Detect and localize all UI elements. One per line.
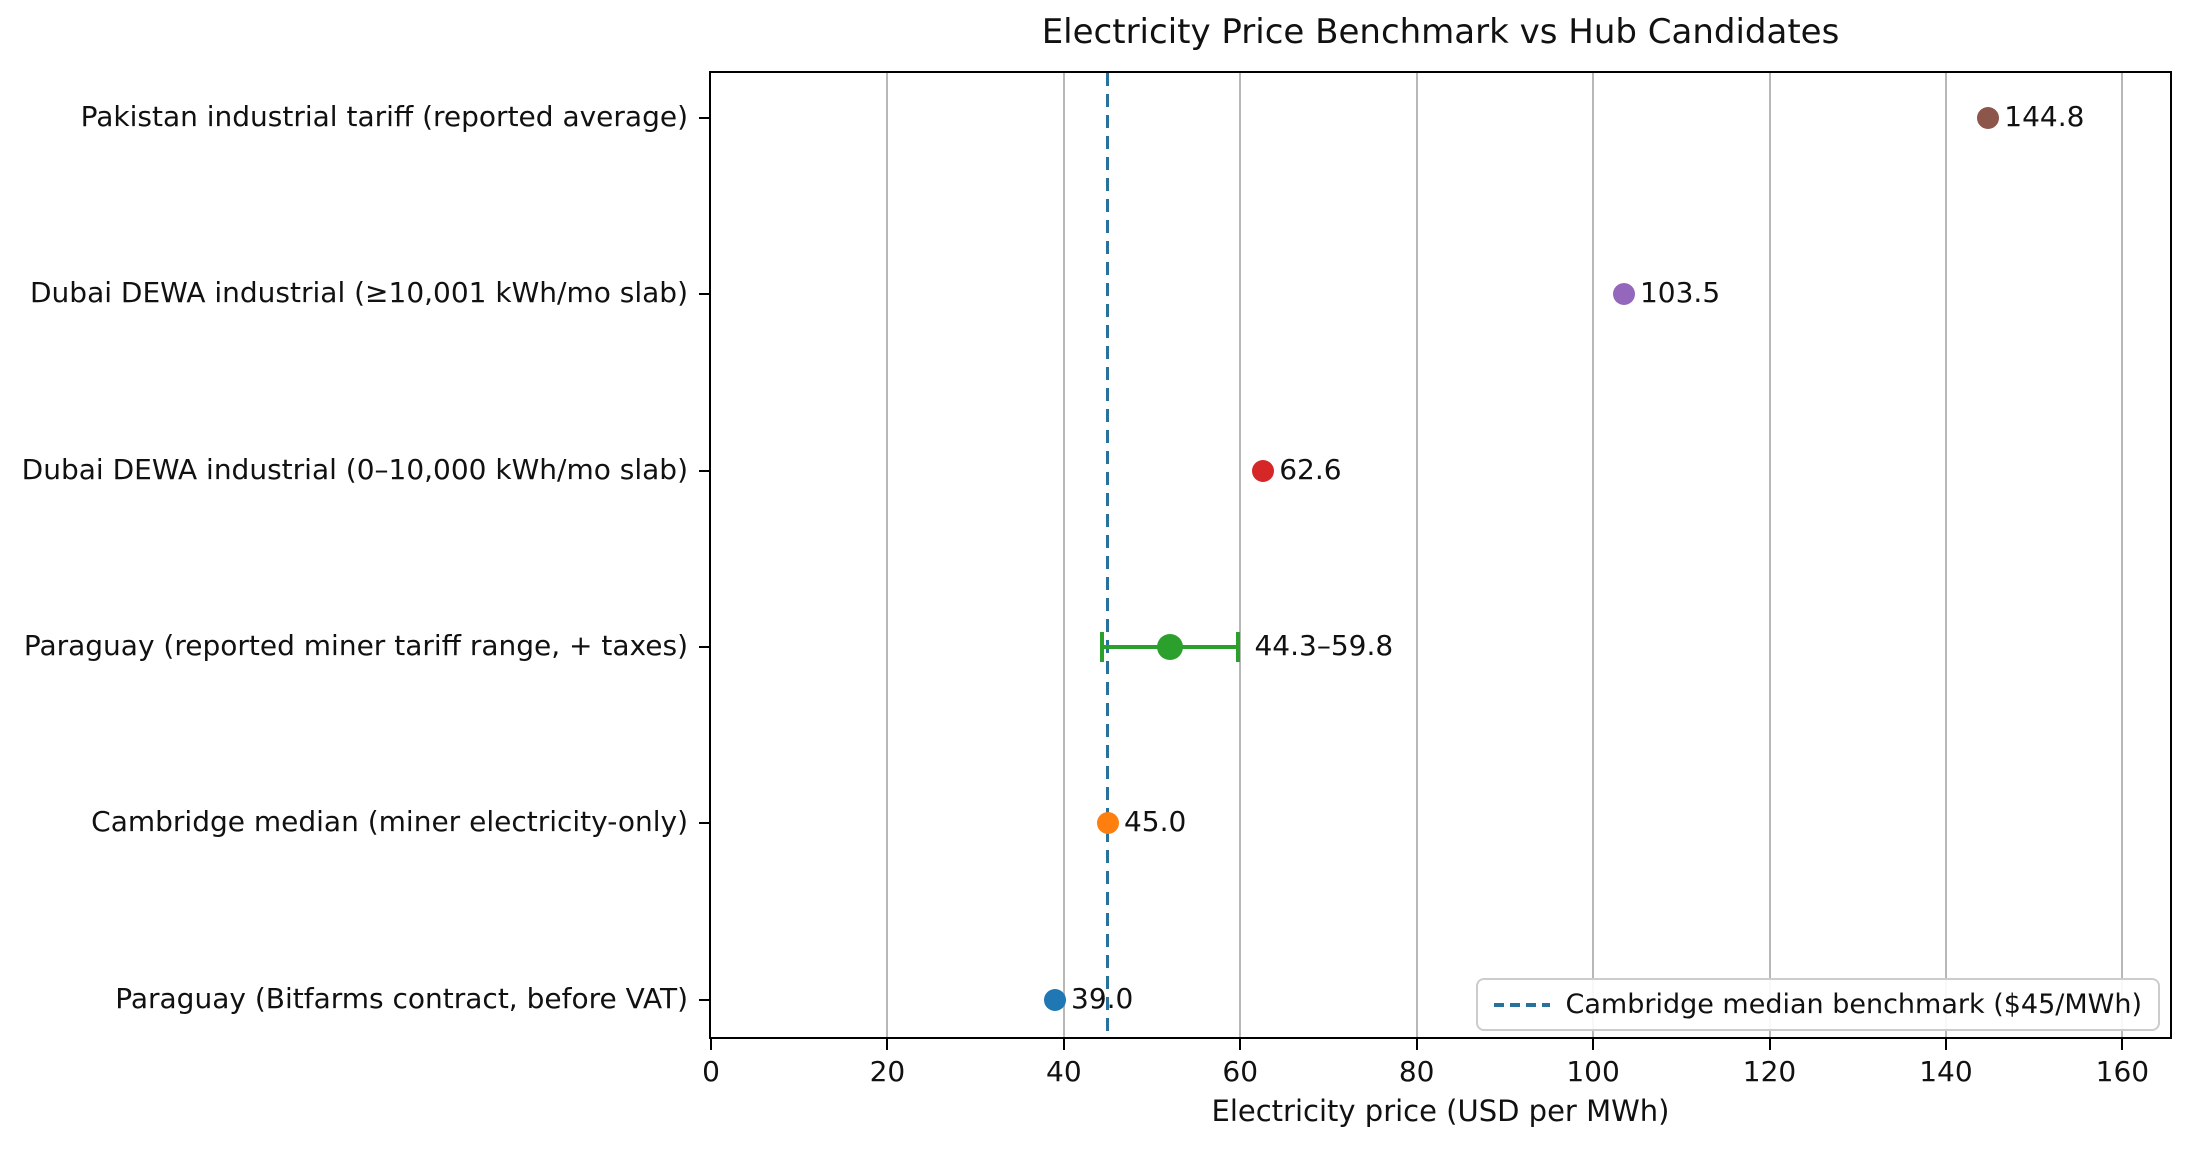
x-axis-tick	[1415, 1039, 1418, 1050]
x-tick-label: 100	[1566, 1055, 1620, 1088]
value-label: 44.3–59.8	[1254, 629, 1394, 663]
legend: Cambridge median benchmark ($45/MWh)	[1475, 978, 2160, 1031]
data-point	[1044, 988, 1067, 1011]
x-tick-label: 160	[2095, 1055, 2150, 1088]
y-axis-tick	[699, 469, 710, 472]
y-axis-tick	[699, 822, 710, 825]
y-axis-label: Dubai DEWA industrial (≥10,001 kWh/mo sl…	[30, 276, 688, 310]
y-axis-label: Cambridge median (miner electricity-only…	[91, 805, 688, 839]
value-label: 45.0	[1123, 805, 1187, 839]
gridline	[1062, 73, 1065, 1037]
x-axis-tick	[2121, 1039, 2124, 1050]
x-axis-tick	[886, 1039, 889, 1050]
x-axis-tick	[1239, 1039, 1242, 1050]
y-axis-label: Pakistan industrial tariff (reported ave…	[80, 100, 688, 134]
data-point	[1977, 107, 2000, 129]
data-point	[1252, 459, 1275, 482]
x-tick-label: 140	[1919, 1055, 1973, 1088]
y-axis-tick	[699, 293, 710, 296]
gridline	[1944, 73, 1947, 1037]
error-bar-cap	[1099, 631, 1104, 662]
gridline	[1592, 73, 1595, 1037]
data-point	[1096, 812, 1119, 835]
x-tick-label: 120	[1742, 1055, 1797, 1088]
y-axis-tick	[699, 645, 710, 648]
y-axis-label: Paraguay (Bitfarms contract, before VAT)	[115, 981, 688, 1015]
x-tick-label: 0	[702, 1055, 720, 1088]
gridline	[1239, 73, 1242, 1037]
x-tick-label: 60	[1222, 1055, 1259, 1088]
x-axis-tick	[710, 1039, 712, 1050]
plot-area: 144.8 103.5 62.6 44.3–59.8 45.0 39.0	[709, 71, 2172, 1039]
x-tick-label: 80	[1398, 1055, 1435, 1088]
legend-label: Cambridge median benchmark ($45/MWh)	[1565, 989, 2143, 1020]
value-label: 144.8	[2004, 100, 2085, 134]
gridline	[1768, 73, 1771, 1037]
gridline	[1415, 73, 1418, 1037]
x-axis-tick	[1944, 1039, 1947, 1050]
gridline	[886, 73, 889, 1037]
x-axis-tick	[1768, 1039, 1771, 1050]
y-axis-tick	[699, 117, 710, 119]
y-axis-tick	[699, 998, 710, 1001]
data-point	[1157, 633, 1184, 660]
chart-title: Electricity Price Benchmark vs Hub Candi…	[1041, 12, 1840, 52]
y-axis-label: Dubai DEWA industrial (0–10,000 kWh/mo s…	[21, 452, 688, 486]
data-point	[1612, 283, 1635, 306]
x-tick-label: 40	[1046, 1055, 1082, 1088]
legend-dash-icon	[1493, 1002, 1550, 1007]
x-tick-label: 20	[869, 1055, 906, 1088]
error-bar-cap	[1236, 631, 1241, 662]
x-axis-label: Electricity price (USD per MWh)	[1211, 1094, 1670, 1128]
value-label: 103.5	[1639, 276, 1721, 310]
y-axis-label: Paraguay (reported miner tariff range, +…	[23, 629, 688, 663]
gridline	[2121, 73, 2124, 1037]
x-axis-tick	[1592, 1039, 1595, 1050]
benchmark-dashed-line	[1106, 73, 1110, 1037]
x-axis-tick	[1062, 1039, 1065, 1050]
value-label: 39.0	[1071, 981, 1134, 1015]
value-label: 62.6	[1279, 452, 1342, 486]
